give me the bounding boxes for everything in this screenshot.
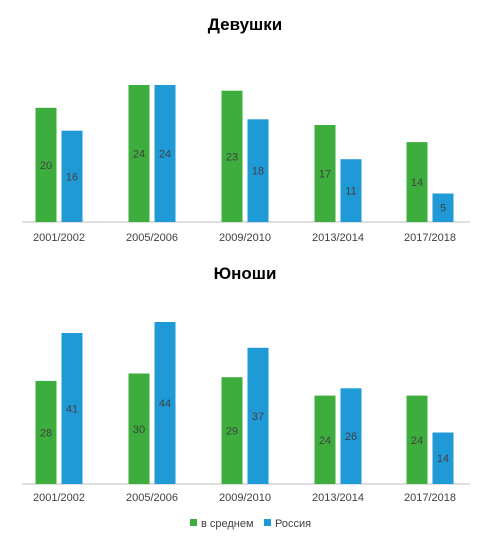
data-label-group: 28 41 30 44 29 37 24 26 24 14 [40,398,449,465]
data-label: 14 [437,453,449,465]
x-tick-label: 2005/2006 [126,232,178,244]
bar [61,333,83,484]
bar [154,322,176,484]
chart-title: Девушки [208,15,282,34]
bar [314,125,336,222]
tick-label-group: 2001/2002 2005/2006 2009/2010 2013/2014 2017… [33,492,456,504]
bar [432,432,454,484]
data-label: 14 [411,177,423,189]
bar [221,90,243,222]
x-tick-label: 2013/2014 [312,492,364,504]
tick-label-group: 2001/2002 2005/2006 2009/2010 2013/2014 2017… [33,232,456,244]
bar [221,377,243,484]
data-label: 17 [319,169,331,181]
data-label: 37 [252,411,264,423]
data-label: 20 [40,160,52,172]
data-label: 24 [319,435,331,447]
data-label: 23 [226,151,238,163]
chart-panel-boys: Юноши 28 41 30 44 29 37 24 26 24 14 2001/2002 2005… [22,264,470,504]
data-label: 29 [226,426,238,438]
legend: в среднем Россия [190,518,311,530]
data-label: 16 [66,171,78,183]
x-tick-label: 2017/2018 [404,232,456,244]
data-label: 24 [411,435,423,447]
data-label: 28 [40,428,52,440]
x-tick-label: 2009/2010 [219,232,271,244]
data-label: 30 [133,424,145,436]
legend-label: Россия [275,518,311,530]
legend-swatch [264,519,271,526]
legend-swatch [190,519,197,526]
bar [154,85,176,222]
bar [247,347,269,484]
data-label: 18 [252,166,264,178]
data-label: 24 [133,149,145,161]
legend-label: в среднем [201,518,254,530]
x-tick-label: 2005/2006 [126,492,178,504]
bar [61,130,83,222]
x-tick-label: 2001/2002 [33,492,85,504]
data-label: 41 [66,404,78,416]
bar [247,119,269,223]
bar [128,85,150,222]
data-label: 24 [159,149,171,161]
data-label-group: 20 16 24 24 23 18 17 11 14 5 [40,149,446,215]
x-tick-label: 2001/2002 [33,232,85,244]
x-tick-label: 2013/2014 [312,232,364,244]
x-tick-label: 2009/2010 [219,492,271,504]
data-label: 5 [440,203,446,215]
data-label: 44 [159,398,171,410]
chart-title: Юноши [214,264,277,283]
bar-group [35,322,454,484]
bar [340,159,362,222]
bar [35,107,57,222]
data-label: 26 [345,431,357,443]
x-tick-label: 2017/2018 [404,492,456,504]
bar [35,380,57,484]
bar [314,395,336,484]
bar [340,388,362,484]
bar [128,373,150,484]
bar [406,395,428,484]
data-label: 11 [345,186,356,198]
bar-group [35,85,454,223]
bar [432,193,454,222]
bar [406,142,428,222]
